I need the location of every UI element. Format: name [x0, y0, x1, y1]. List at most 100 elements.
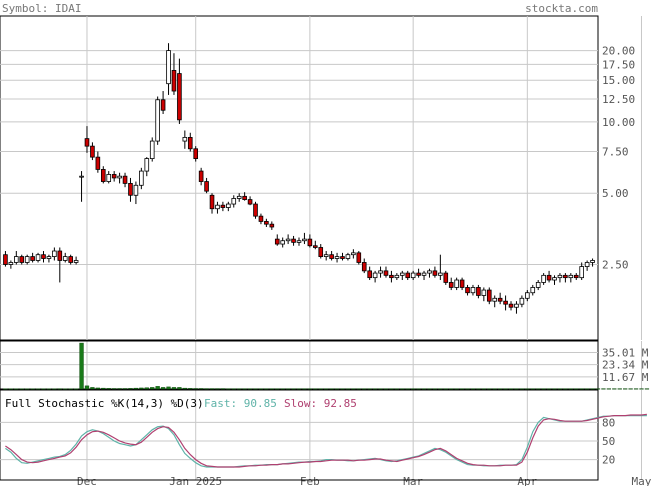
site-label: stockta.com: [525, 2, 598, 15]
price-tick-label: 7.50: [602, 145, 629, 158]
volume-bar: [106, 388, 111, 390]
volume-bar: [177, 387, 182, 390]
candle: [313, 245, 318, 248]
volume-bar: [253, 388, 258, 390]
volume-bar: [101, 387, 106, 390]
volume-bar: [356, 388, 361, 390]
price-tick-label: 17.50: [602, 58, 635, 71]
volume-bar: [411, 388, 416, 390]
candle: [557, 274, 563, 279]
candle: [579, 266, 584, 279]
candle: [334, 256, 340, 259]
volume-bar: [546, 388, 552, 390]
candle: [258, 215, 264, 222]
volume-bar: [606, 388, 612, 390]
candle: [236, 195, 242, 199]
candle: [215, 204, 220, 210]
stochastic-panel: 80 50 20 Full Stochastic %K(14,3) %D(3) Fast…: [0, 389, 647, 481]
volume-bar: [133, 387, 139, 390]
candle: [465, 287, 470, 294]
stochastic-tick-label: 80: [602, 416, 615, 429]
candle: [535, 282, 541, 288]
volume-bar: [563, 388, 568, 390]
candle: [519, 297, 525, 305]
candle: [443, 272, 449, 283]
volume-bar: [117, 388, 122, 390]
volume-bar: [525, 388, 530, 390]
volume-bar: [209, 388, 215, 390]
volume-bar: [95, 387, 101, 390]
candle: [307, 238, 313, 247]
volume-bar: [171, 387, 177, 390]
volume-bar: [275, 388, 280, 390]
symbol-label: Symbol: IDAI: [2, 2, 81, 15]
volume-bar: [334, 388, 340, 390]
volume-bar: [644, 388, 650, 390]
candle: [361, 262, 367, 272]
candle: [323, 254, 329, 257]
candle: [448, 282, 454, 288]
volume-bar: [231, 388, 236, 390]
volume-bar: [454, 388, 459, 390]
volume-bar: [459, 388, 465, 390]
candle: [100, 169, 106, 182]
candle: [242, 195, 247, 200]
candle: [24, 256, 30, 263]
volume-bar: [307, 388, 313, 390]
candle: [432, 270, 438, 276]
candle: [14, 256, 19, 263]
volume-bar: [367, 388, 372, 390]
candle: [144, 158, 150, 172]
stochastic-title: Full Stochastic %K(14,3) %D(3): [5, 397, 204, 410]
price-tick-label: 20.00: [602, 45, 635, 58]
volume-bar: [557, 388, 563, 390]
candle: [247, 199, 253, 205]
candle: [160, 99, 166, 111]
volume-bar: [302, 388, 307, 390]
volume-bar: [247, 388, 253, 390]
candle: [3, 254, 8, 265]
candle: [41, 254, 46, 259]
candle: [497, 297, 503, 302]
volume-bar: [313, 388, 318, 390]
volume-bar: [639, 388, 644, 390]
candle: [568, 274, 574, 279]
candle: [530, 287, 536, 294]
candle: [209, 194, 215, 210]
candle: [57, 250, 63, 261]
volume-bar: [19, 388, 24, 390]
volume-bar: [182, 387, 187, 390]
volume-bar: [258, 388, 264, 390]
volume-bar: [584, 388, 590, 390]
slow-line: [5, 413, 647, 468]
volume-bar: [296, 388, 302, 390]
price-panel: Dec Jan 2025 Feb Mar Apr May20.0017.5015.0012…: [0, 15, 652, 486]
candle: [133, 184, 139, 196]
volume-bar: [394, 388, 400, 390]
candle: [394, 274, 400, 279]
candle: [253, 203, 258, 217]
volume-tick-label: 11.67 M: [602, 371, 649, 384]
volume-bar: [285, 388, 291, 390]
volume-bar: [25, 388, 30, 390]
candle: [476, 287, 481, 296]
candle: [590, 260, 595, 263]
volume-bar: [220, 388, 226, 390]
volume-bar: [503, 388, 508, 390]
candle: [459, 279, 465, 288]
volume-tick-label: 35.01 M: [602, 346, 649, 359]
volume-bar: [41, 388, 46, 390]
volume-bar: [470, 388, 476, 390]
volume-bar: [160, 387, 166, 390]
volume-bar: [487, 388, 492, 390]
candle: [503, 300, 508, 305]
volume-bar: [112, 388, 117, 390]
volume-bar: [449, 388, 454, 390]
candle: [296, 240, 302, 243]
candle: [149, 140, 155, 159]
candle: [269, 223, 275, 228]
volume-bar: [198, 388, 204, 390]
price-tick-label: 12.50: [602, 93, 635, 106]
candle: [35, 254, 41, 261]
candle: [340, 256, 345, 259]
